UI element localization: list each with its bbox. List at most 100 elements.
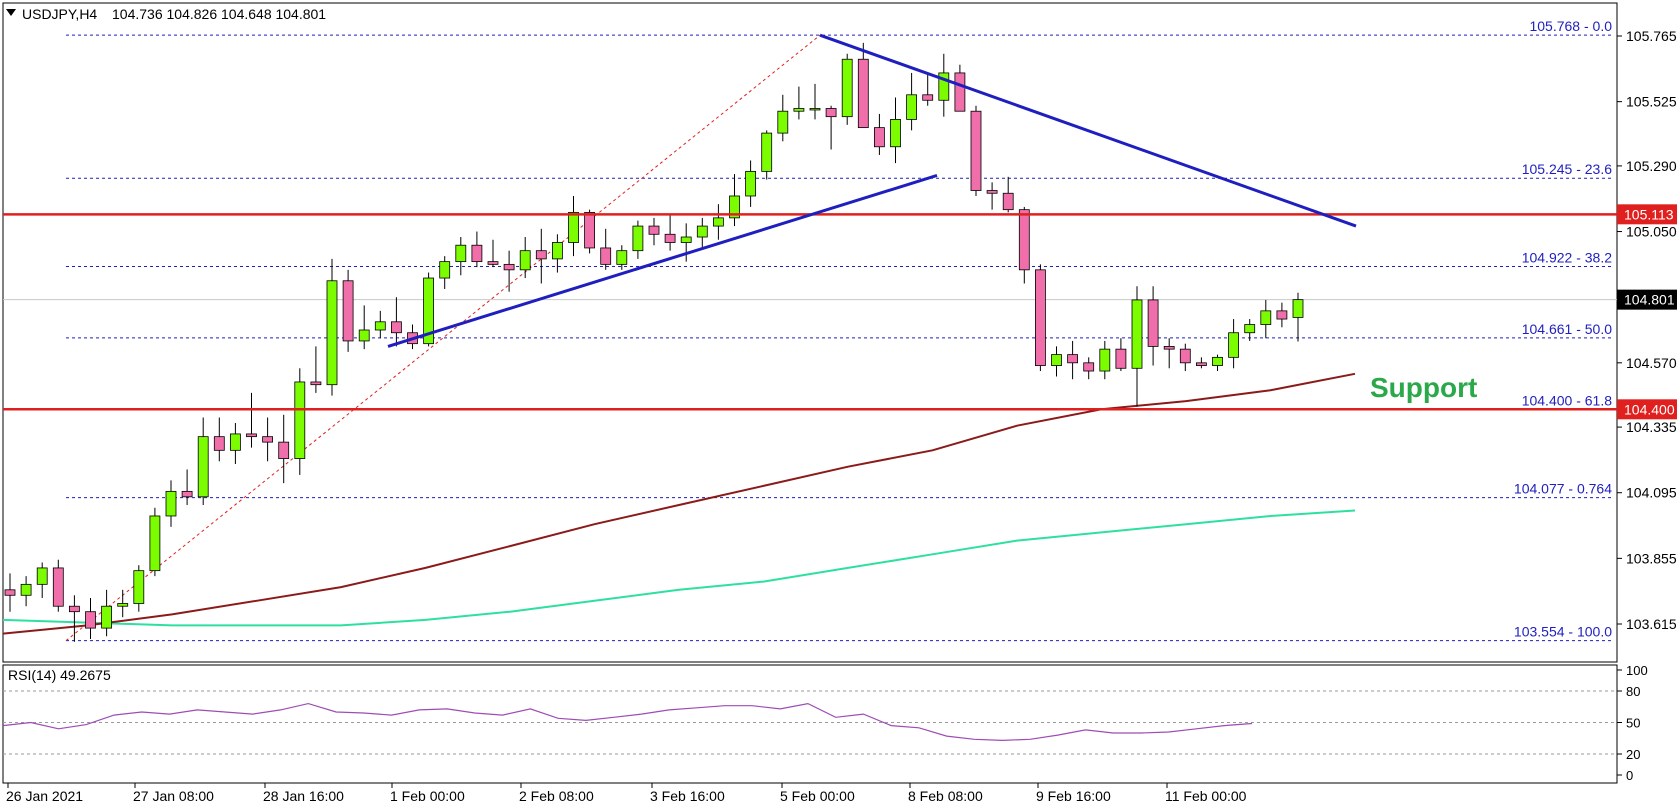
fib-level-label: 104.661 - 50.0 (1522, 321, 1613, 337)
candle-body-bull (1228, 332, 1239, 358)
candle (664, 215, 676, 251)
candle-body-bull (326, 280, 338, 386)
candle-body-bear (246, 433, 257, 438)
candle (20, 576, 32, 607)
symbol-label: USDJPY,H4 (22, 6, 97, 22)
current-price-badge-bg (1617, 289, 1677, 310)
candle-body-bear (181, 490, 193, 498)
candle (36, 562, 48, 599)
price-tick-label: 103.855 (1626, 550, 1677, 566)
time-tick-label: 5 Feb 00:00 (780, 788, 855, 804)
candle (487, 239, 499, 268)
time-tick-label: 3 Feb 16:00 (650, 788, 725, 804)
collapse-triangle-icon[interactable] (6, 9, 16, 16)
candle (1163, 338, 1175, 369)
candle-body-bear (1196, 362, 1207, 366)
candle (85, 598, 96, 640)
time-tick-label: 27 Jan 08:00 (133, 788, 214, 804)
candle (101, 589, 112, 637)
fib-level-label: 105.768 - 0.0 (1529, 18, 1612, 34)
candle (326, 258, 338, 396)
candle-body-bear (584, 211, 595, 249)
candle-body-bull (1260, 310, 1272, 325)
candle-body-bear (1002, 192, 1014, 211)
candle-body-bear (954, 72, 966, 112)
candle (358, 305, 370, 350)
candle-body-bull (294, 381, 306, 459)
candle-body-bull (906, 94, 917, 120)
price-tick-label: 105.050 (1626, 224, 1677, 240)
candle-body-bear (986, 190, 998, 194)
candle (1228, 319, 1239, 369)
rising-trendline (387, 174, 938, 348)
candle-body-bull (793, 108, 805, 112)
candle-body-bull (552, 242, 563, 260)
candle (1179, 343, 1191, 372)
candle (954, 64, 966, 112)
candle (181, 469, 193, 506)
candle-body-bear (825, 108, 837, 118)
candle (809, 83, 821, 120)
fib-level-label: 104.077 - 0.764 (1514, 481, 1612, 497)
candle-body-bull (680, 236, 692, 243)
candle (390, 297, 402, 347)
candle-body-bull (696, 225, 708, 238)
candle-body-bear (262, 436, 274, 443)
candle-body-bull (101, 605, 112, 629)
candle (149, 507, 161, 577)
candle (133, 565, 145, 612)
candle-body-bull (1212, 356, 1223, 366)
candle-body-bull (519, 250, 531, 271)
rsi-tick-label: 80 (1626, 684, 1640, 699)
candle-body-bull (890, 119, 901, 148)
candle-body-bear (278, 441, 290, 459)
resistance-price-badge-text: 105.113 (1624, 206, 1674, 222)
candle (455, 237, 467, 276)
candle (1083, 357, 1095, 380)
candle (584, 209, 595, 254)
current-price-badge: 104.801 (1617, 289, 1677, 310)
candle (552, 234, 563, 273)
candle-body-bear (648, 225, 660, 235)
price-axis: 105.765 105.525 105.290 105.050 104.570 104.3… (1617, 28, 1677, 632)
candle (1260, 299, 1272, 339)
time-axis: 26 Jan 2021 27 Jan 08:00 28 Jan 16:00 1 Feb… (6, 783, 1247, 804)
time-tick-label: 2 Feb 08:00 (519, 788, 594, 804)
candle (1035, 264, 1046, 372)
rsi-panel (2, 664, 1618, 784)
candle-body-bull (761, 132, 773, 172)
candle (1292, 292, 1304, 342)
candle-body-bear (342, 280, 354, 342)
candle-body-bull (1131, 299, 1143, 369)
candle-body-bear (310, 381, 322, 386)
candle (825, 105, 837, 150)
candle-body-bear (1276, 310, 1288, 320)
rsi-tick-label: 100 (1626, 663, 1648, 678)
candle-body-bull (423, 277, 435, 345)
candle-body-bull (1051, 354, 1062, 366)
price-tick-label: 105.525 (1626, 94, 1677, 110)
candle (4, 573, 16, 612)
candle-body-bull (1099, 348, 1111, 372)
time-tick-label: 26 Jan 2021 (6, 788, 83, 804)
candle-body-bear (1035, 269, 1046, 366)
candle-body-bull (455, 244, 467, 263)
candle (890, 97, 901, 164)
candle-body-bear (503, 263, 515, 271)
candle-body-bull (616, 250, 628, 265)
candle (262, 417, 274, 462)
candle-body-bear (874, 127, 885, 148)
ma-fast-line (2, 372, 1356, 635)
candle-body-bull (809, 108, 821, 111)
candle-body-bull (1244, 324, 1256, 334)
candle (278, 414, 290, 484)
candle-body-bull (632, 225, 644, 252)
candle-body-bull (197, 436, 209, 498)
candle-body-bear (857, 58, 869, 129)
time-tick-label: 8 Feb 08:00 (908, 788, 983, 804)
support-price-badge: 104.400 (1617, 399, 1677, 420)
price-panel (2, 2, 1618, 663)
candle-body-bear (1018, 209, 1030, 271)
candle (1002, 176, 1014, 213)
time-tick-label: 28 Jan 16:00 (263, 788, 344, 804)
